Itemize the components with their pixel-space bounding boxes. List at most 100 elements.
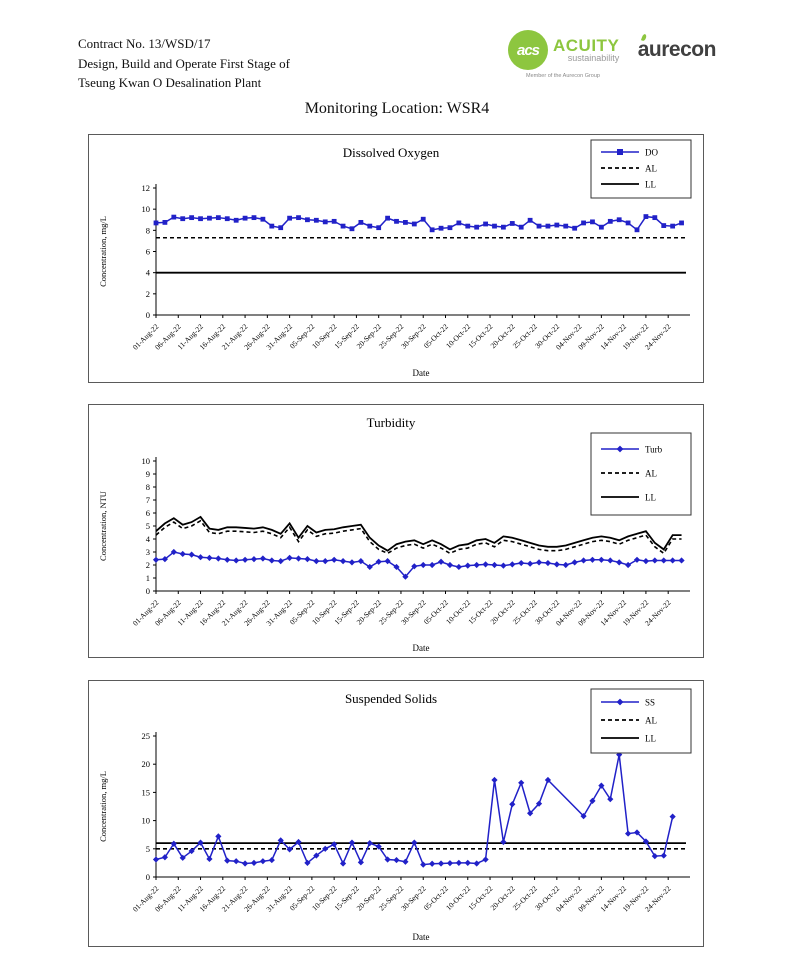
acuity-monogram-icon: acs bbox=[508, 30, 548, 70]
data-point bbox=[474, 224, 480, 230]
data-point bbox=[491, 776, 498, 784]
data-point bbox=[660, 852, 667, 859]
data-point bbox=[179, 854, 186, 861]
data-point bbox=[420, 861, 427, 868]
data-point bbox=[678, 557, 685, 564]
data-point bbox=[500, 224, 506, 230]
y-axis-label: Concentration, mg/L bbox=[98, 216, 108, 287]
svg-text:1: 1 bbox=[146, 573, 150, 583]
x-axis-label: Date bbox=[413, 643, 430, 653]
svg-text:0: 0 bbox=[146, 586, 150, 596]
acuity-member-line: Member of the Aurecon Group bbox=[526, 73, 600, 79]
data-point bbox=[295, 555, 302, 562]
data-point bbox=[456, 220, 462, 226]
data-point bbox=[518, 779, 525, 786]
data-point bbox=[331, 556, 338, 563]
data-point bbox=[500, 562, 507, 569]
legend-box bbox=[590, 139, 692, 199]
data-point bbox=[634, 227, 640, 233]
data-point bbox=[429, 561, 436, 569]
data-point bbox=[277, 558, 284, 565]
data-point bbox=[269, 223, 275, 229]
data-point bbox=[313, 217, 319, 223]
al-limit-line bbox=[155, 519, 682, 555]
data-point bbox=[161, 556, 169, 563]
data-point bbox=[268, 557, 275, 564]
data-point bbox=[250, 859, 258, 866]
chart-panel-suspended-solids: Suspended Solids Concentration, mg/L 0 5 10 1… bbox=[88, 680, 704, 947]
data-point bbox=[509, 561, 516, 568]
aurecon-logo: aurecon bbox=[638, 33, 716, 62]
data-point bbox=[197, 554, 204, 561]
data-point bbox=[358, 219, 364, 225]
data-point bbox=[607, 218, 613, 224]
data-point bbox=[241, 860, 249, 867]
svg-text:3: 3 bbox=[146, 547, 150, 557]
legend-label: Turb bbox=[645, 445, 663, 455]
data-point bbox=[652, 215, 658, 221]
data-point bbox=[545, 223, 551, 229]
data-point bbox=[446, 561, 454, 569]
data-point bbox=[643, 214, 649, 219]
page-title: Monitoring Location: WSR4 bbox=[304, 100, 490, 117]
data-point bbox=[296, 215, 301, 221]
data-point bbox=[625, 561, 632, 569]
data-point bbox=[206, 554, 213, 561]
data-point bbox=[553, 561, 560, 568]
data-point bbox=[589, 556, 596, 563]
data-point bbox=[180, 216, 186, 222]
data-point bbox=[340, 223, 346, 229]
svg-text:6: 6 bbox=[146, 508, 150, 518]
data-point bbox=[215, 215, 221, 221]
data-point bbox=[339, 860, 347, 867]
data-point bbox=[152, 856, 160, 863]
data-point bbox=[313, 558, 320, 565]
data-point bbox=[589, 797, 596, 804]
data-point bbox=[491, 561, 498, 569]
data-point bbox=[616, 559, 623, 566]
series-line bbox=[155, 551, 682, 578]
data-point bbox=[420, 216, 426, 222]
data-point bbox=[581, 220, 586, 226]
contract-number: Contract No. 13/WSD/17 bbox=[78, 36, 211, 51]
data-point bbox=[661, 223, 667, 228]
data-point bbox=[207, 215, 212, 221]
data-point bbox=[598, 224, 604, 230]
data-point bbox=[518, 559, 525, 567]
data-point bbox=[198, 216, 203, 222]
svg-text:8: 8 bbox=[146, 225, 150, 235]
svg-text:0: 0 bbox=[146, 310, 150, 320]
legend-label: LL bbox=[645, 180, 656, 190]
legend-box bbox=[590, 688, 692, 754]
data-point bbox=[260, 216, 266, 222]
data-point bbox=[679, 220, 684, 226]
data-point bbox=[420, 561, 427, 569]
acuity-logo: acs ACUITY sustainability Member of the … bbox=[508, 30, 619, 79]
data-point bbox=[437, 860, 445, 867]
data-point bbox=[580, 557, 587, 564]
data-point bbox=[473, 561, 480, 569]
data-point bbox=[339, 558, 347, 565]
data-point bbox=[670, 223, 676, 229]
svg-text:20: 20 bbox=[142, 759, 151, 769]
data-point bbox=[473, 860, 480, 867]
svg-text:8: 8 bbox=[146, 482, 150, 492]
data-point bbox=[375, 558, 382, 565]
data-point bbox=[607, 796, 614, 803]
data-point bbox=[188, 551, 195, 558]
svg-text:4: 4 bbox=[146, 268, 151, 278]
svg-text:7: 7 bbox=[146, 495, 150, 505]
svg-text:10: 10 bbox=[142, 816, 151, 826]
data-point bbox=[287, 215, 293, 221]
data-point bbox=[393, 856, 400, 864]
svg-text:5: 5 bbox=[146, 844, 150, 854]
svg-text:10: 10 bbox=[142, 456, 151, 466]
data-point bbox=[446, 860, 454, 867]
acuity-wordmark: ACUITY bbox=[553, 35, 620, 55]
suspended-solids-chart: Suspended Solids Concentration, mg/L 0 5 10 1… bbox=[98, 688, 692, 942]
data-point bbox=[161, 854, 169, 861]
data-point bbox=[331, 841, 338, 848]
legend-label: DO bbox=[645, 148, 658, 158]
